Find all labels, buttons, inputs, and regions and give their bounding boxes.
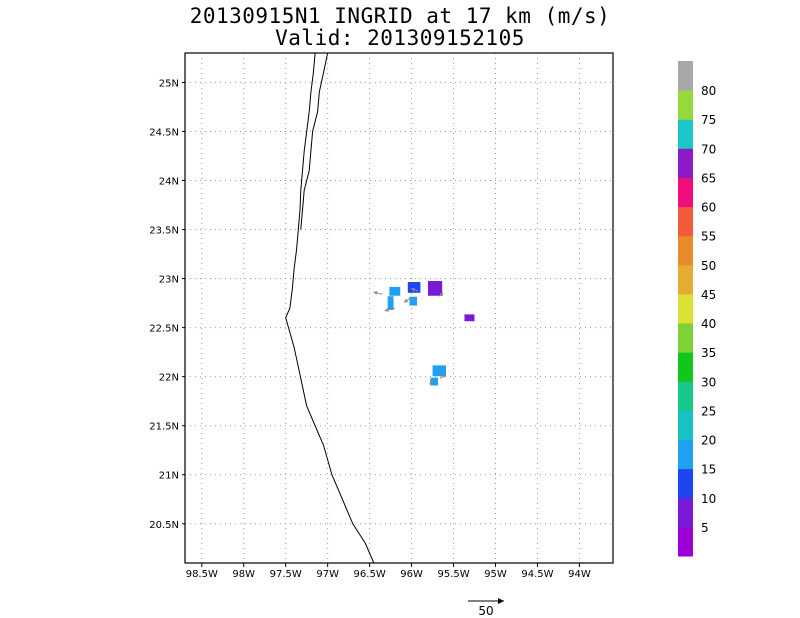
colorbar-label: 10	[701, 492, 716, 506]
lat-tick-label: 24.5N	[149, 127, 179, 138]
colorbar-segment	[678, 468, 693, 499]
lat-tick-label: 21N	[159, 471, 179, 482]
map-plot-area: 98.5W 98W 97.5W 97W 96.5W 96W 95.5W 95W 94.5W 94W…	[149, 52, 614, 580]
wind-speed-cell	[432, 365, 446, 377]
wind-vector-head	[441, 374, 446, 379]
wind-vector-head	[384, 307, 389, 312]
lat-tick-label: 23N	[159, 275, 179, 286]
wind-vector-head	[373, 290, 378, 295]
colorbar-label: 55	[701, 230, 716, 244]
colorbar-segment	[678, 177, 693, 208]
lat-tick-label: 25N	[159, 78, 179, 89]
map-frame	[184, 52, 614, 564]
lon-tick-label: 96.5W	[354, 569, 386, 580]
colorbar-label: 80	[701, 84, 716, 98]
colorbar-label: 65	[701, 171, 716, 185]
lon-tick-label: 98.5W	[186, 569, 218, 580]
lon-tick-label: 95W	[484, 569, 507, 580]
colorbar-segment	[678, 323, 693, 353]
colorbar-segment	[678, 352, 693, 382]
wind-vector-head	[429, 380, 434, 385]
lon-tick-label: 95.5W	[437, 569, 469, 580]
lon-tick-label: 97W	[316, 569, 339, 580]
wind-speed-cell	[430, 377, 439, 386]
colorbar-segment	[678, 119, 693, 149]
colorbar-label: 25	[701, 404, 716, 418]
colorbar-label: 45	[701, 288, 716, 302]
colorbar-segment	[678, 410, 693, 441]
colorbar-label: 40	[701, 317, 716, 331]
title-line-2: Valid: 201309152105	[275, 26, 525, 50]
colorbar-segment	[678, 526, 693, 557]
colorbar-segment	[678, 439, 693, 470]
lon-tick-label: 98W	[232, 569, 255, 580]
colorbar-segment	[678, 61, 693, 91]
coastline-barrier-island	[300, 52, 329, 230]
colorbar-label: 60	[701, 201, 716, 215]
lat-tick-label: 24N	[159, 177, 179, 188]
colorbar-label: 70	[701, 142, 716, 156]
wind-vector-head	[439, 292, 444, 297]
wind-speed-cell	[407, 282, 421, 293]
lat-tick-label: 22.5N	[149, 324, 179, 335]
colorbar-segment	[678, 90, 693, 120]
lat-tick-label: 23.5N	[149, 226, 179, 237]
colorbar-label: 20	[701, 434, 716, 448]
lat-tick-label: 22N	[159, 373, 179, 384]
wind-speed-cell	[427, 281, 443, 296]
coastline	[285, 52, 375, 564]
wind-speed-cell	[409, 296, 418, 306]
lat-tick-label: 20.5N	[149, 520, 179, 531]
wind-vector-head	[404, 298, 409, 303]
colorbar-segment	[678, 264, 693, 295]
colorbar-label: 5	[701, 521, 709, 535]
lon-tick-label: 94W	[568, 569, 591, 580]
reference-vector	[468, 598, 504, 604]
colorbar: 5 10 15 20 25 30 35 40 45 50 55 60 65 70 75 80	[678, 61, 716, 557]
reference-vector-arrowhead	[498, 598, 504, 604]
colorbar-segment	[678, 148, 693, 178]
lon-tick-label: 97.5W	[270, 569, 302, 580]
lon-tick-label: 94.5W	[521, 569, 553, 580]
lon-tick-label: 96W	[400, 569, 423, 580]
colorbar-segment	[678, 381, 693, 411]
colorbar-label: 35	[701, 346, 716, 360]
lat-tick-label: 21.5N	[149, 422, 179, 433]
wind-vector-head	[411, 287, 416, 292]
reference-vector-label: 50	[478, 604, 493, 618]
colorbar-label: 75	[701, 113, 716, 127]
title-line-1: 20130915N1 INGRID at 17 km (m/s)	[189, 4, 611, 28]
colorbar-label: 15	[701, 463, 716, 477]
colorbar-segment	[678, 497, 693, 528]
colorbar-segment	[678, 206, 693, 237]
colorbar-label: 30	[701, 375, 716, 389]
wind-speed-cell	[389, 286, 401, 296]
colorbar-segment	[678, 235, 693, 266]
colorbar-segment	[678, 293, 693, 324]
wind-speed-cell	[387, 296, 394, 310]
colorbar-label: 50	[701, 259, 716, 273]
wind-speed-cell	[464, 314, 475, 322]
